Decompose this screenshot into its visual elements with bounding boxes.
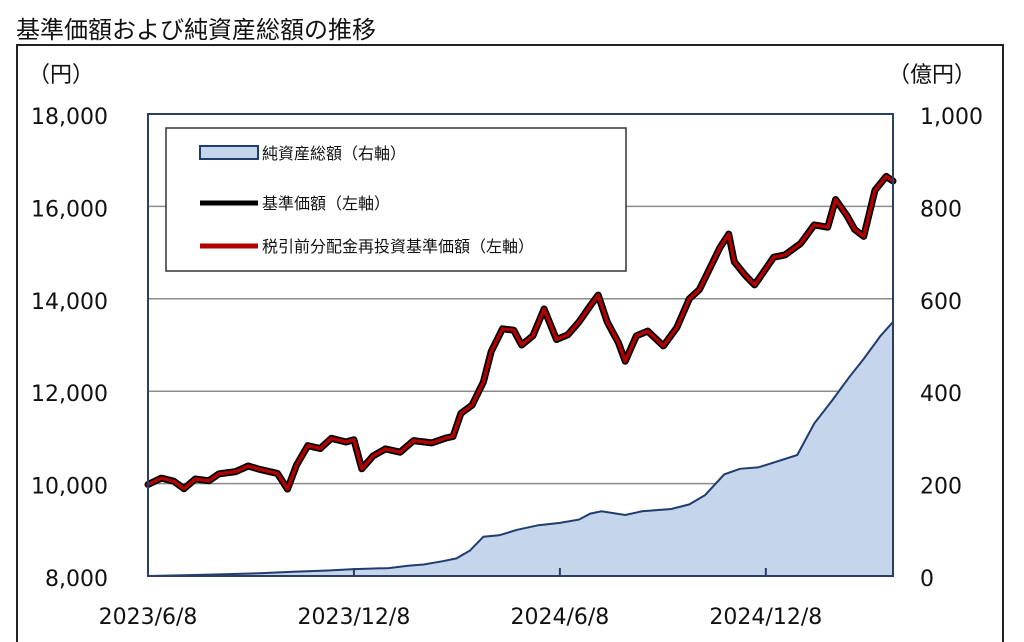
legend-label-net-assets: 純資産総額（右軸）: [262, 144, 406, 163]
left-axis-tick-label: 18,000: [31, 105, 108, 130]
legend-label-nav-reinvested: 税引前分配金再投資基準価額（左軸）: [262, 237, 534, 256]
right-axis-tick-label: 600: [920, 290, 962, 315]
right-axis-unit: （億円）: [888, 63, 976, 88]
x-axis-tick-label: 2023/6/8: [99, 605, 198, 630]
legend-swatch-area: [199, 145, 259, 160]
page-title: 基準価額および純資産総額の推移: [16, 16, 376, 44]
right-axis-tick-label: 200: [920, 475, 962, 500]
left-axis-tick-label: 10,000: [31, 475, 108, 500]
nav-reinvested-line: [146, 174, 895, 491]
x-axis-tick-label: 2023/12/8: [298, 605, 411, 630]
right-axis-tick-label: 400: [920, 382, 962, 407]
left-axis-unit: （円）: [28, 63, 94, 88]
right-axis-tick-label: 0: [920, 567, 934, 592]
x-axis-tick-label: 2024/12/8: [709, 605, 822, 630]
left-axis-tick-label: 14,000: [31, 290, 108, 315]
right-axis-tick-label: 1,000: [920, 105, 983, 130]
legend: 純資産総額（右軸） 基準価額（左軸） 税引前分配金再投資基準価額（左軸）: [165, 127, 627, 272]
area-layer: [147, 321, 894, 577]
left-axis-tick-label: 16,000: [31, 197, 108, 222]
line-layer: [144, 172, 897, 493]
left-axis-tick-label: 12,000: [31, 382, 108, 407]
area-series-fill: [148, 321, 893, 576]
legend-label-nav: 基準価額（左軸）: [262, 194, 390, 213]
chart-frame: [16, 44, 1004, 642]
left-axis-tick-label: 8,000: [45, 567, 108, 592]
x-axis-tick-label: 2024/6/8: [510, 605, 609, 630]
tick-layer: 8,000 10,000 12,000 14,000 16,000 18,000 0 200 4…: [31, 105, 983, 630]
right-axis-tick-label: 800: [920, 197, 962, 222]
plot-border: [147, 113, 894, 577]
